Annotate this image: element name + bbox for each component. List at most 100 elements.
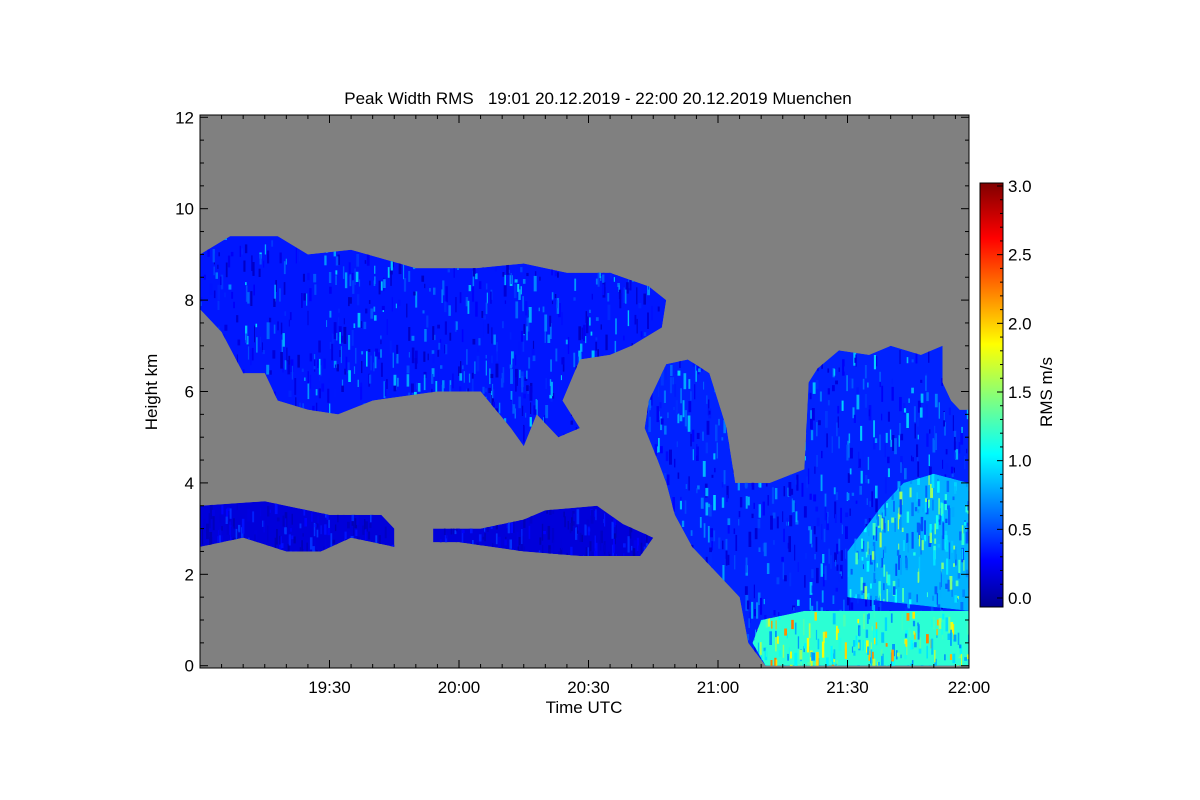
rms-cell <box>615 554 617 556</box>
rms-cell <box>336 364 339 372</box>
rms-cell <box>900 462 902 473</box>
rms-cell <box>784 628 787 636</box>
rms-cell <box>679 500 682 510</box>
rms-cell <box>215 272 218 279</box>
rms-cell <box>335 275 337 285</box>
rms-cell <box>773 540 775 545</box>
rms-cell <box>355 529 358 536</box>
rms-cell <box>875 499 878 513</box>
rms-cell <box>873 611 876 619</box>
rms-cell <box>838 574 842 582</box>
rms-cell <box>316 538 320 551</box>
rms-cell <box>822 631 825 643</box>
rms-cell <box>938 402 940 419</box>
rms-cell <box>314 359 316 372</box>
rms-cell <box>777 636 779 644</box>
rms-cell <box>748 611 751 624</box>
rms-cell <box>745 594 749 611</box>
rms-cell <box>282 333 285 347</box>
rms-cell <box>830 555 833 569</box>
rms-cell <box>301 293 303 308</box>
rms-cell <box>846 444 849 461</box>
rms-cell <box>518 396 521 409</box>
rms-cell <box>877 661 880 666</box>
rms-cell <box>821 590 824 603</box>
rms-cell <box>696 364 698 371</box>
rms-cell <box>472 261 476 277</box>
rms-cell <box>254 325 255 343</box>
rms-cell <box>786 633 788 639</box>
rms-cell <box>502 272 505 277</box>
rms-cell <box>746 600 750 610</box>
rms-cell <box>696 488 698 494</box>
rms-cell <box>459 386 462 393</box>
rms-cell <box>961 533 965 545</box>
rms-cell <box>373 306 376 312</box>
rms-cell <box>879 593 881 604</box>
rms-cell <box>304 377 306 381</box>
rms-cell <box>303 293 306 301</box>
rms-cell <box>375 535 378 546</box>
rms-cell <box>710 528 713 538</box>
rms-cell <box>326 320 328 327</box>
rms-cell <box>718 537 721 549</box>
rms-cell <box>809 662 812 666</box>
rms-cell <box>879 577 882 584</box>
rms-cell <box>764 615 767 623</box>
rms-cell <box>341 385 344 392</box>
rms-cell <box>413 291 416 296</box>
rms-cell <box>836 660 838 666</box>
rms-cell <box>486 292 488 304</box>
rms-cell <box>725 538 728 550</box>
rms-cell <box>861 589 863 595</box>
rms-cell <box>302 549 304 552</box>
rms-cell <box>899 491 903 505</box>
rms-cell <box>843 599 845 613</box>
rms-cell <box>916 492 918 502</box>
rms-cell <box>395 303 397 309</box>
rms-cell <box>789 664 793 666</box>
rms-cell <box>414 358 418 370</box>
rms-cell <box>517 284 520 292</box>
rms-cell <box>941 378 943 386</box>
rms-cell <box>496 342 498 354</box>
rms-cell <box>526 272 529 277</box>
rms-cell <box>881 518 884 530</box>
rms-cell <box>225 262 228 278</box>
rms-cell <box>959 644 962 649</box>
rms-cell <box>952 653 956 664</box>
rms-cell <box>458 366 460 376</box>
rms-cell <box>228 514 230 525</box>
rms-cell <box>944 654 946 661</box>
rms-cell <box>912 611 915 619</box>
rms-cell <box>871 597 874 611</box>
rms-cell <box>217 536 219 544</box>
rms-cell <box>602 274 605 283</box>
rms-cell <box>554 270 557 277</box>
rms-cell <box>871 551 875 560</box>
rms-cell <box>355 271 359 282</box>
rms-cell <box>269 317 272 323</box>
rms-cell <box>245 285 248 302</box>
rms-cell <box>557 272 559 278</box>
rms-cell <box>861 538 863 549</box>
rms-cell <box>625 289 627 304</box>
rms-cell <box>236 503 238 511</box>
rms-cell <box>934 393 938 408</box>
rms-cell <box>849 468 852 475</box>
rms-cell <box>966 620 969 635</box>
rms-cell <box>221 526 223 531</box>
rms-cell <box>442 280 445 296</box>
rms-cell <box>643 332 647 336</box>
rms-cell <box>867 646 870 655</box>
rms-cell <box>860 577 863 591</box>
rms-cell <box>317 359 319 368</box>
rms-cell <box>808 526 811 531</box>
rms-cell <box>845 548 849 560</box>
rms-cell <box>279 288 281 302</box>
rms-cell <box>255 323 258 328</box>
rms-cell <box>587 547 589 556</box>
rms-cell <box>344 531 347 541</box>
rms-cell <box>586 316 589 334</box>
x-tick-label: 22:00 <box>948 678 991 697</box>
